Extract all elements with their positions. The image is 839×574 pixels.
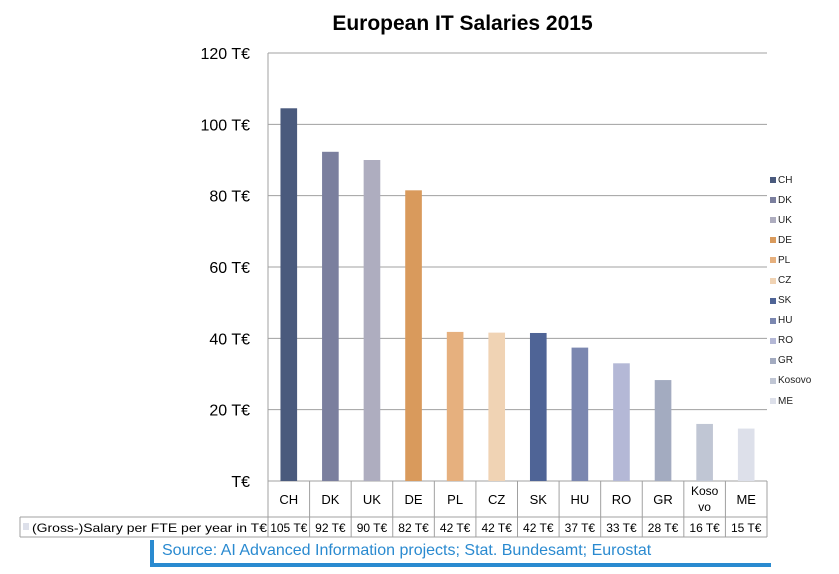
legend-swatch	[770, 398, 776, 405]
legend-swatch	[770, 377, 776, 384]
legend: CH DK UK DE PL CZ SK HU RO GR Kosovo ME	[770, 170, 811, 411]
bar-SK	[529, 332, 547, 481]
legend-swatch	[770, 237, 776, 244]
series-label: (Gross-)Salary per FTE per year in T€	[32, 521, 267, 535]
source-note: Source: AI Advanced Information projects…	[150, 540, 771, 567]
legend-swatch	[770, 217, 776, 224]
data-label: 15 T€	[731, 521, 762, 535]
legend-label: Kosovo	[778, 375, 812, 387]
x-tick-label: DK	[321, 492, 339, 507]
x-tick-label: Koso	[691, 484, 719, 498]
legend-swatch	[770, 277, 776, 284]
legend-item: GR	[770, 351, 811, 371]
data-label: 105 T€	[270, 521, 307, 535]
legend-label: CH	[778, 174, 793, 186]
legend-item: DK	[770, 190, 811, 210]
legend-swatch	[770, 317, 776, 324]
x-tick-label: CZ	[488, 492, 505, 507]
data-label: 90 T€	[357, 521, 388, 535]
legend-label: DK	[778, 194, 792, 206]
legend-item: CH	[770, 170, 811, 190]
legend-item: Kosovo	[770, 371, 811, 391]
legend-label: ME	[778, 395, 793, 407]
bar-HU	[571, 347, 589, 481]
data-label: 37 T€	[565, 521, 596, 535]
chart-title: European IT Salaries 2015	[332, 12, 593, 35]
legend-item: HU	[770, 311, 811, 331]
bar-DE	[405, 190, 422, 482]
legend-label: UK	[778, 214, 792, 226]
x-tick-label: HU	[570, 492, 589, 507]
legend-swatch	[770, 197, 776, 204]
legend-label: CZ	[778, 275, 792, 287]
x-tick-label: PL	[447, 492, 463, 507]
legend-swatch	[770, 177, 776, 184]
legend-item: UK	[770, 210, 811, 230]
legend-item: DE	[770, 230, 811, 250]
legend-item: SK	[770, 291, 811, 311]
bar-ME	[737, 428, 755, 481]
data-label: 28 T€	[648, 521, 679, 535]
legend-item: PL	[770, 250, 811, 270]
legend-label: RO	[778, 335, 793, 347]
y-tick-label: 80 T€	[209, 189, 250, 206]
y-tick-label: 20 T€	[209, 403, 250, 420]
series-swatch	[23, 523, 29, 530]
legend-label: PL	[778, 254, 791, 266]
legend-item: RO	[770, 331, 811, 351]
legend-label: DE	[778, 234, 792, 246]
data-label: 33 T€	[606, 521, 637, 535]
bar-UK	[363, 160, 381, 481]
x-tick-label: DE	[405, 492, 423, 507]
y-tick-label: T€	[231, 474, 250, 491]
y-tick-label: 100 T€	[200, 117, 250, 134]
y-tick-label: 120 T€	[200, 46, 250, 63]
y-tick-label: 40 T€	[209, 331, 250, 348]
legend-swatch	[770, 357, 776, 364]
data-label: 92 T€	[315, 521, 346, 535]
x-tick-label: vo	[698, 500, 711, 514]
legend-swatch	[770, 257, 776, 264]
x-tick-label: ME	[736, 492, 756, 507]
bar-Kosovo	[696, 423, 713, 481]
data-label: 82 T€	[398, 521, 429, 535]
x-tick-label: SK	[530, 492, 548, 507]
bar-GR	[654, 380, 672, 481]
bar-RO	[613, 363, 630, 481]
y-tick-label: 60 T€	[209, 260, 250, 277]
legend-item: CZ	[770, 270, 811, 290]
bar-PL	[446, 331, 464, 481]
x-tick-label: CH	[279, 492, 298, 507]
x-tick-label: GR	[653, 492, 673, 507]
data-label: 16 T€	[689, 521, 720, 535]
data-label: 42 T€	[523, 521, 554, 535]
data-label: 42 T€	[440, 521, 471, 535]
legend-label: SK	[778, 295, 792, 307]
x-tick-label: UK	[363, 492, 381, 507]
x-tick-label: RO	[612, 492, 632, 507]
legend-swatch	[770, 337, 776, 344]
data-label: 42 T€	[481, 521, 512, 535]
bar-CZ	[488, 332, 506, 481]
legend-swatch	[770, 297, 776, 304]
bar-DK	[322, 151, 339, 481]
bar-CH	[280, 108, 298, 482]
legend-label: GR	[778, 355, 793, 367]
legend-label: HU	[778, 315, 793, 327]
legend-item: ME	[770, 391, 811, 411]
